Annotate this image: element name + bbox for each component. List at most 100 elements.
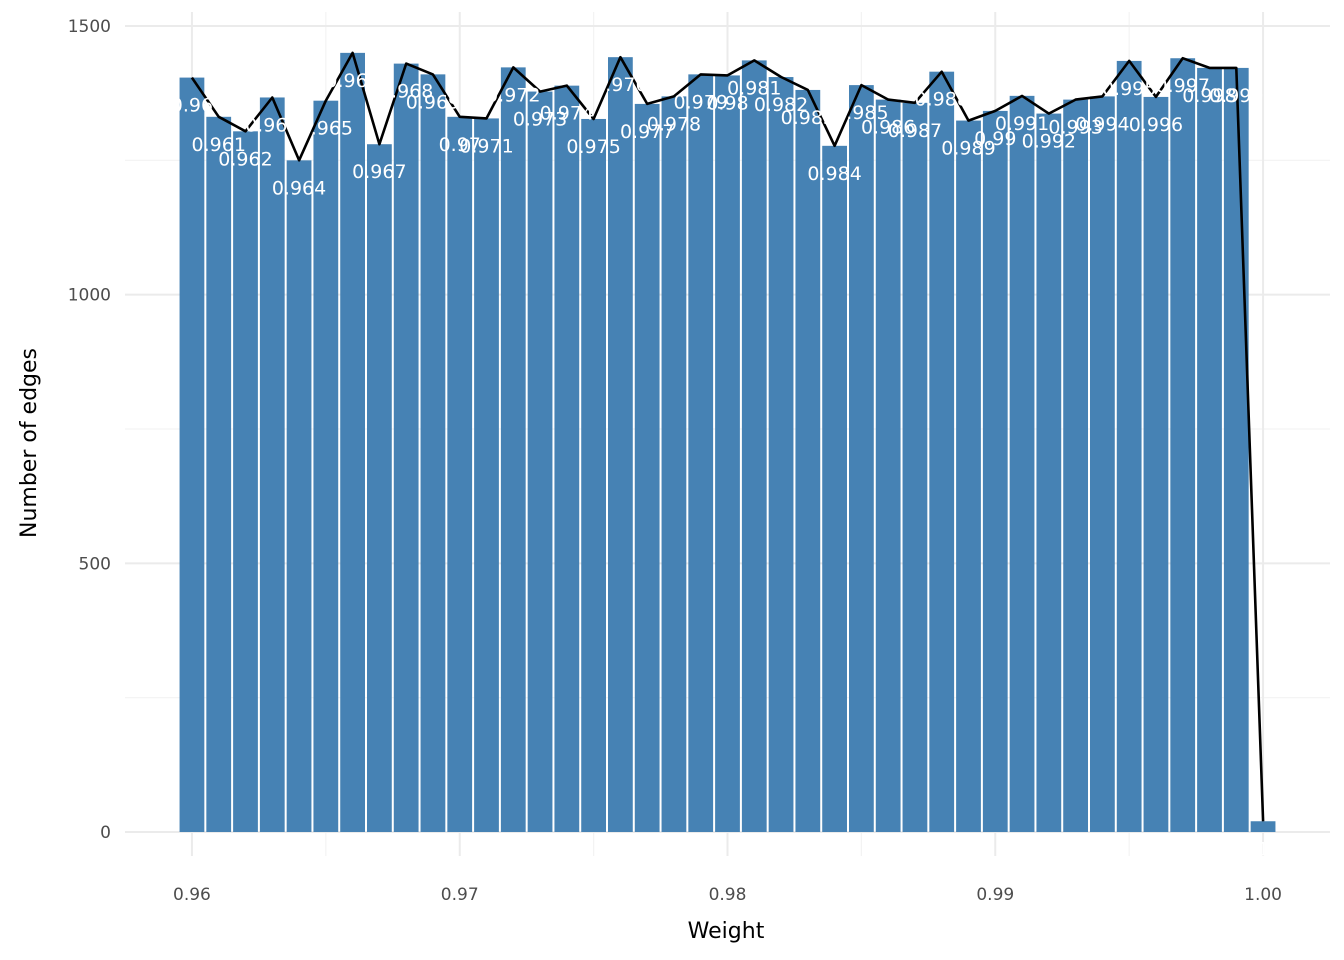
x-tick-label: 0.96 [173,885,211,905]
bar [849,85,874,832]
x-axis-title: Weight [688,919,765,944]
bar-label: 0.968 [379,81,433,103]
bar-label: 0.995 [1102,78,1156,100]
y-tick-label: 500 [79,554,111,574]
bar-label: 0.973 [513,109,567,131]
bar [1170,58,1196,833]
bar-label: 0.998 [1182,85,1236,107]
bar [206,116,232,833]
bar-label: 0.988 [915,89,969,111]
bar [527,91,553,832]
bar [1116,60,1142,833]
bar [929,71,955,832]
bar-label: 1 [1257,838,1269,860]
bar-label: 0.994 [1075,113,1129,135]
bar [367,144,392,833]
bar [634,103,660,832]
bar-label: 0.967 [352,161,406,183]
x-tick-label: 0.98 [709,885,747,905]
bar [715,75,740,832]
bar [1009,95,1035,832]
bar-label: 0.99 [974,128,1016,150]
bar-label: 0.985 [834,102,888,124]
bar [340,52,365,833]
bar [474,118,499,833]
trend-line [190,51,1265,822]
bar-label: 0.986 [861,117,915,139]
bar [822,145,847,833]
bar-label: 0.971 [459,135,513,157]
bar-label: 0.996 [1129,114,1183,136]
bar [982,110,1008,832]
bar [420,74,446,833]
bar [902,102,928,832]
bar-label: 0.962 [218,148,272,170]
bar [1197,67,1222,833]
bar-label: 0.965 [299,118,353,140]
bar-label: 0.974 [540,103,594,125]
bar-label: 0.966 [325,70,379,92]
bar-label: 0.972 [486,84,540,106]
bar-label: 0.982 [754,94,808,116]
bar [1223,67,1249,833]
bar-label: 0.976 [593,74,647,96]
bar [741,60,767,832]
bar [393,63,419,832]
bar-label: 0.977 [620,121,674,143]
trend-line-group [190,51,1265,822]
bar-label: 0.961 [192,134,246,156]
bar-label: 0.96 [171,95,213,117]
y-tick-label: 1500 [68,17,111,37]
bar-series [179,52,1276,833]
bar [875,99,901,832]
bar [500,67,526,833]
bar-label: 0.999 [1209,85,1263,107]
bar [1143,96,1169,833]
y-tick-label: 0 [100,823,111,843]
bar-label: 0.991 [995,113,1049,135]
bar [661,96,687,832]
y-axis-title: Number of edges [17,348,42,538]
bar [1250,821,1276,832]
bar [447,116,473,833]
bar [1090,96,1115,832]
bar [795,89,821,832]
bar [956,120,981,832]
bar [554,85,580,833]
bar [286,160,312,833]
bar [581,118,606,832]
bar-label: 0.997 [1156,75,1210,97]
bar-label: 0.979 [674,91,728,113]
bar [259,97,285,832]
bar-label: 0.969 [406,91,460,113]
x-tick-label: 0.97 [441,885,479,905]
bar [179,77,205,833]
bar-label: 0.984 [807,163,861,185]
bar-label: 0.98 [706,92,748,114]
y-tick-label: 1000 [68,286,111,306]
bar-label: 0.983 [781,107,835,129]
bar [313,100,339,832]
bar-label: 0.992 [1022,131,1076,153]
bar-label: 0.964 [272,177,326,199]
bar [768,77,794,832]
bar-label: 0.981 [727,77,781,99]
bar [688,74,714,833]
bar [1063,99,1088,832]
bar-label: 0.975 [566,136,620,158]
bar-label: 0.993 [1048,117,1102,139]
x-tick-label: 1.00 [1244,885,1282,905]
bar [1036,113,1062,833]
bar-label: 0.963 [245,114,299,136]
x-axis-ticks: 0.96 0.97 0.98 0.99 1.00 [173,885,1282,905]
bar-label: 0.97 [439,134,481,156]
bar-label: 0.978 [647,113,701,135]
bar-label: 0.989 [941,138,995,160]
bar [608,57,633,832]
bar [233,131,258,833]
bar-label: 0.987 [888,120,942,142]
x-tick-label: 0.99 [976,885,1014,905]
y-axis-ticks: 0 500 1000 1500 [68,17,111,843]
